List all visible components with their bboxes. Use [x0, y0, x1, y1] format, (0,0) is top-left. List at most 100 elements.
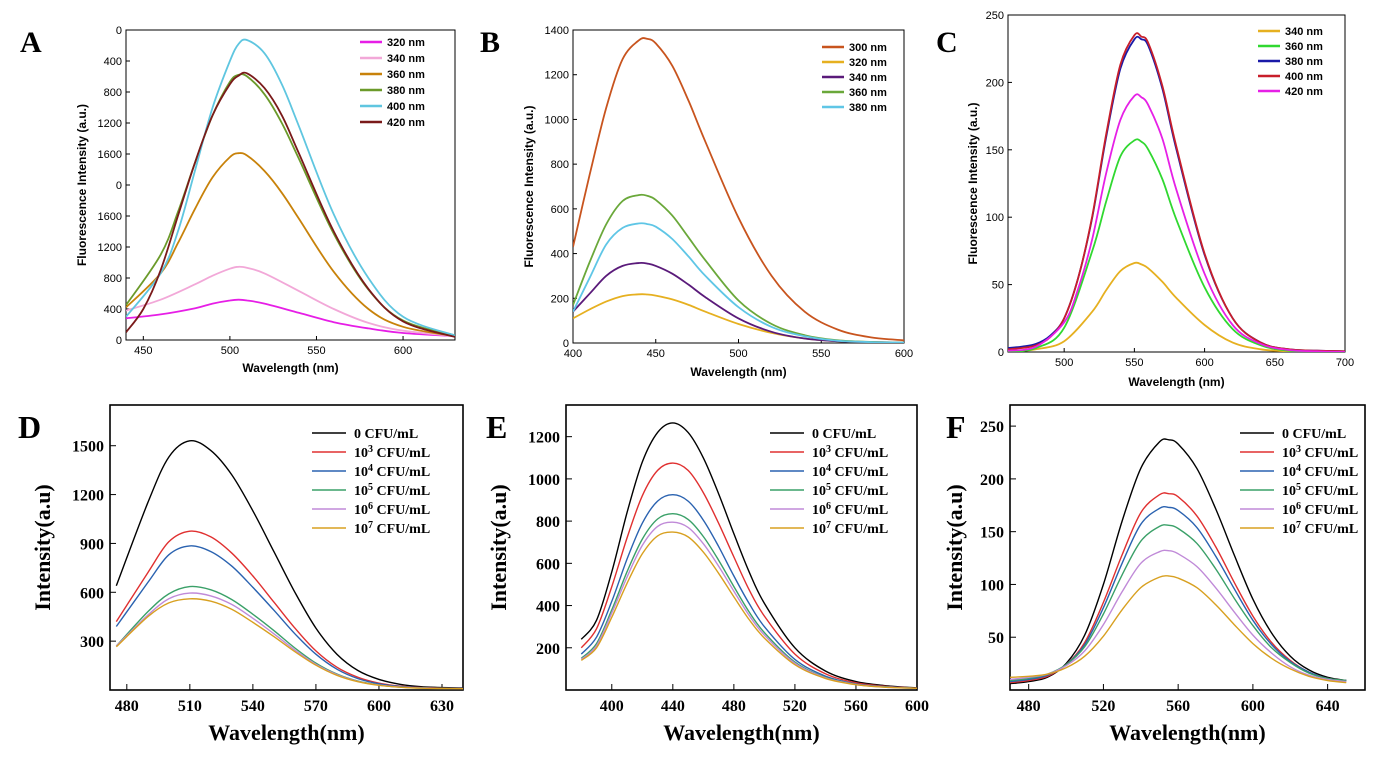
legend-label-unit: CFU/mL: [361, 427, 418, 442]
panel-letter: C: [936, 26, 958, 59]
legend-label: 103 CFU/mL: [1282, 444, 1358, 462]
legend-label-unit: CFU/mL: [831, 522, 888, 537]
legend-label-unit: CFU/mL: [1289, 427, 1346, 442]
legend-label-exponent: 4: [1296, 463, 1301, 474]
legend-label-unit: CFU/mL: [373, 465, 430, 480]
series-line: [126, 298, 455, 337]
series-line: [126, 38, 455, 337]
legend-label-base: 10: [1282, 522, 1296, 537]
legend-label: 105 CFU/mL: [354, 482, 430, 500]
panel-letter: E: [486, 409, 507, 445]
panel-b: B 400 450 500 550 600 0 200 400 600 800 1000 1200 140…: [480, 25, 913, 379]
legend-label-base: 10: [1282, 465, 1296, 480]
series-line: [580, 512, 917, 689]
legend-label-base: 0: [812, 427, 819, 442]
x-axis-label: Wavelength(nm): [1109, 720, 1265, 745]
y-tick-label: 1200: [528, 430, 560, 447]
legend-label: 300 nm: [849, 42, 887, 54]
x-tick-label: 510: [178, 698, 202, 715]
legend-label-exponent: 6: [1296, 501, 1301, 512]
legend-label: 106 CFU/mL: [1282, 501, 1358, 519]
series-line: [1010, 524, 1347, 682]
series-line: [126, 152, 455, 337]
legend-label: 103 CFU/mL: [812, 444, 888, 462]
x-tick-label: 560: [844, 698, 868, 715]
series-line: [1008, 138, 1345, 352]
y-axis-label: Fluorescence Intensity (a.u.): [966, 102, 980, 264]
y-tick-label: 900: [80, 536, 104, 553]
legend-label-unit: CFU/mL: [1301, 503, 1358, 518]
legend-label-exponent: 5: [368, 482, 373, 493]
legend-label: 340 nm: [1285, 26, 1323, 38]
y-tick-label: 600: [551, 204, 569, 216]
x-axis-label: Wavelength(nm): [663, 720, 819, 745]
x-tick-label: 600: [1195, 357, 1213, 369]
series-line: [1008, 93, 1345, 352]
x-tick-label: 450: [647, 348, 665, 360]
x-tick-label: 540: [241, 698, 265, 715]
x-tick-label: 520: [1091, 698, 1115, 715]
legend-label: 320 nm: [387, 37, 425, 49]
y-tick-label: 0: [998, 347, 1004, 359]
x-tick-label: 480: [1017, 698, 1041, 715]
x-tick-label: 520: [783, 698, 807, 715]
legend-label: 400 nm: [387, 101, 425, 113]
x-tick-label: 500: [221, 345, 239, 357]
series-line: [573, 37, 904, 342]
legend-label: 107 CFU/mL: [1282, 520, 1358, 538]
x-tick-label: 400: [600, 698, 624, 715]
legend-label: 106 CFU/mL: [812, 501, 888, 519]
legend-label-unit: CFU/mL: [373, 484, 430, 499]
legend-label: 0 CFU/mL: [354, 427, 418, 442]
y-tick-label: 400: [551, 249, 569, 261]
y-tick-label: 1600: [98, 149, 122, 161]
series-line: [1010, 438, 1347, 685]
x-axis-label: Wavelength (nm): [242, 361, 338, 375]
x-tick-label: 600: [1241, 698, 1265, 715]
legend-label-unit: CFU/mL: [1301, 446, 1358, 461]
x-tick-label: 650: [1266, 357, 1284, 369]
legend-label-exponent: 7: [826, 520, 831, 531]
y-tick-label: 200: [536, 641, 560, 658]
x-tick-label: 500: [729, 348, 747, 360]
y-tick-label: 800: [104, 87, 122, 99]
plot-frame: [109, 404, 464, 691]
legend-label-base: 10: [812, 522, 826, 537]
legend-label: 105 CFU/mL: [1282, 482, 1358, 500]
x-tick-label: 550: [812, 348, 830, 360]
y-tick-label: 1200: [545, 70, 569, 82]
legend-label: 0 CFU/mL: [812, 427, 876, 442]
legend-label-exponent: 7: [1296, 520, 1301, 531]
y-tick-label: 1000: [545, 114, 569, 126]
x-tick-label: 500: [1055, 357, 1073, 369]
legend-label-exponent: 5: [826, 482, 831, 493]
series-line: [580, 493, 917, 689]
legend-label-base: 0: [1282, 427, 1289, 442]
y-axis-label: Intensity(a.u): [30, 484, 55, 611]
legend-label-exponent: 5: [1296, 482, 1301, 493]
series-line: [115, 598, 463, 690]
y-axis-label: Intensity(a.u): [942, 484, 967, 611]
legend-label-base: 0: [354, 427, 361, 442]
y-axis-label: Intensity(a.u): [486, 484, 511, 611]
y-tick-label: 400: [104, 56, 122, 68]
legend-label: 104 CFU/mL: [812, 463, 888, 481]
y-tick-label: 150: [986, 145, 1004, 157]
panel-c: C 500 550 600 650 700 0 50 100 150 200 250 Wavelengt…: [936, 10, 1354, 389]
x-tick-label: 560: [1166, 698, 1190, 715]
legend-label: 103 CFU/mL: [354, 444, 430, 462]
y-tick-label: 300: [80, 634, 104, 651]
legend-label-base: 10: [354, 503, 368, 518]
legend-label: 340 nm: [387, 53, 425, 65]
y-tick-label: 250: [980, 419, 1004, 436]
series-line: [126, 265, 455, 337]
legend-label: 0 CFU/mL: [1282, 427, 1346, 442]
legend-label: 380 nm: [387, 85, 425, 97]
y-tick-label: 0: [116, 335, 122, 347]
y-tick-label: 50: [988, 630, 1004, 647]
legend-label: 320 nm: [849, 57, 887, 69]
legend-label-base: 10: [812, 465, 826, 480]
plot-frame: [565, 404, 918, 691]
panel-letter: A: [20, 26, 42, 59]
